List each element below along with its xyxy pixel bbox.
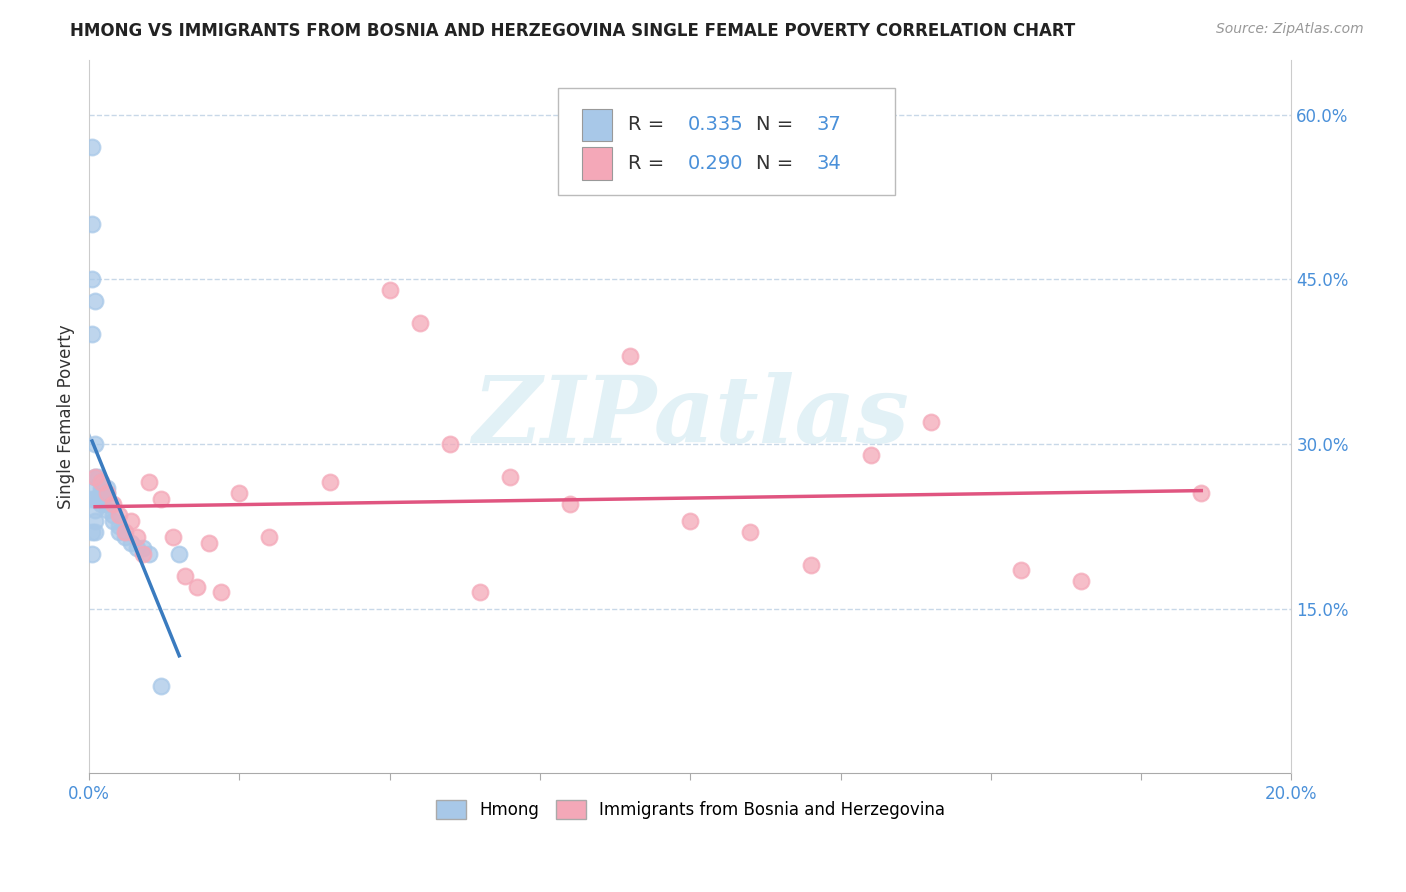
Point [619, 349, 641, 363]
Point [114, 524, 136, 539]
Point [90, 486, 112, 500]
Point [120, 514, 142, 528]
Text: R =: R = [627, 153, 671, 173]
Point [84, 524, 107, 539]
Point [96, 503, 118, 517]
Text: HMONG VS IMMIGRANTS FROM BOSNIA AND HERZEGOVINA SINGLE FEMALE POVERTY CORRELATIO: HMONG VS IMMIGRANTS FROM BOSNIA AND HERZ… [70, 22, 1076, 40]
Point [198, 536, 221, 550]
Text: 0.335: 0.335 [688, 115, 744, 134]
Point [90, 491, 112, 506]
Point [132, 547, 155, 561]
Point [90, 475, 112, 490]
Point [96, 486, 118, 500]
FancyBboxPatch shape [582, 147, 612, 179]
Point [209, 585, 232, 599]
Point [84, 470, 107, 484]
Point [96, 497, 118, 511]
Point [409, 316, 432, 330]
Point [84, 491, 107, 506]
Text: 34: 34 [817, 153, 841, 173]
Point [80, 217, 103, 231]
Point [920, 415, 942, 429]
Point [87, 491, 110, 506]
Point [96, 481, 118, 495]
Point [859, 448, 882, 462]
Point [101, 497, 124, 511]
Text: N =: N = [756, 153, 800, 173]
Text: Source: ZipAtlas.com: Source: ZipAtlas.com [1216, 22, 1364, 37]
Text: 37: 37 [817, 115, 841, 134]
Point [84, 503, 107, 517]
Point [167, 547, 190, 561]
FancyBboxPatch shape [582, 109, 612, 141]
Y-axis label: Single Female Poverty: Single Female Poverty [58, 324, 75, 508]
Point [228, 486, 250, 500]
Point [96, 486, 118, 500]
Point [259, 530, 281, 544]
Point [101, 514, 124, 528]
Point [439, 437, 461, 451]
Point [679, 514, 702, 528]
Text: N =: N = [756, 115, 800, 134]
Point [132, 541, 155, 556]
Point [468, 585, 491, 599]
Text: R =: R = [627, 115, 671, 134]
FancyBboxPatch shape [558, 88, 894, 195]
Point [84, 294, 107, 309]
Point [108, 508, 131, 523]
Point [174, 568, 197, 582]
Point [120, 536, 142, 550]
Text: ZIPatlas: ZIPatlas [472, 371, 908, 461]
Point [127, 541, 149, 556]
Point [87, 470, 110, 484]
Point [499, 470, 522, 484]
Point [84, 481, 107, 495]
Point [318, 475, 340, 490]
Point [101, 508, 124, 523]
Point [1010, 563, 1032, 577]
Point [114, 530, 136, 544]
Text: 0.290: 0.290 [688, 153, 744, 173]
Point [80, 327, 103, 342]
Point [80, 140, 103, 154]
Point [162, 530, 184, 544]
Point [740, 524, 762, 539]
Point [84, 437, 107, 451]
Point [127, 530, 149, 544]
Point [799, 558, 821, 572]
Point [558, 497, 581, 511]
Point [84, 470, 107, 484]
Point [1070, 574, 1092, 589]
Point [138, 547, 160, 561]
Point [108, 519, 131, 533]
Point [186, 580, 208, 594]
Point [90, 497, 112, 511]
Point [150, 679, 173, 693]
Point [138, 475, 160, 490]
Point [378, 283, 401, 297]
Point [84, 514, 107, 528]
Point [150, 491, 173, 506]
Point [108, 524, 131, 539]
Point [80, 272, 103, 286]
Legend: Hmong, Immigrants from Bosnia and Herzegovina: Hmong, Immigrants from Bosnia and Herzeg… [429, 794, 952, 826]
Point [90, 481, 112, 495]
Point [80, 491, 103, 506]
Point [90, 475, 112, 490]
Point [80, 524, 103, 539]
Point [80, 547, 103, 561]
Point [1189, 486, 1212, 500]
